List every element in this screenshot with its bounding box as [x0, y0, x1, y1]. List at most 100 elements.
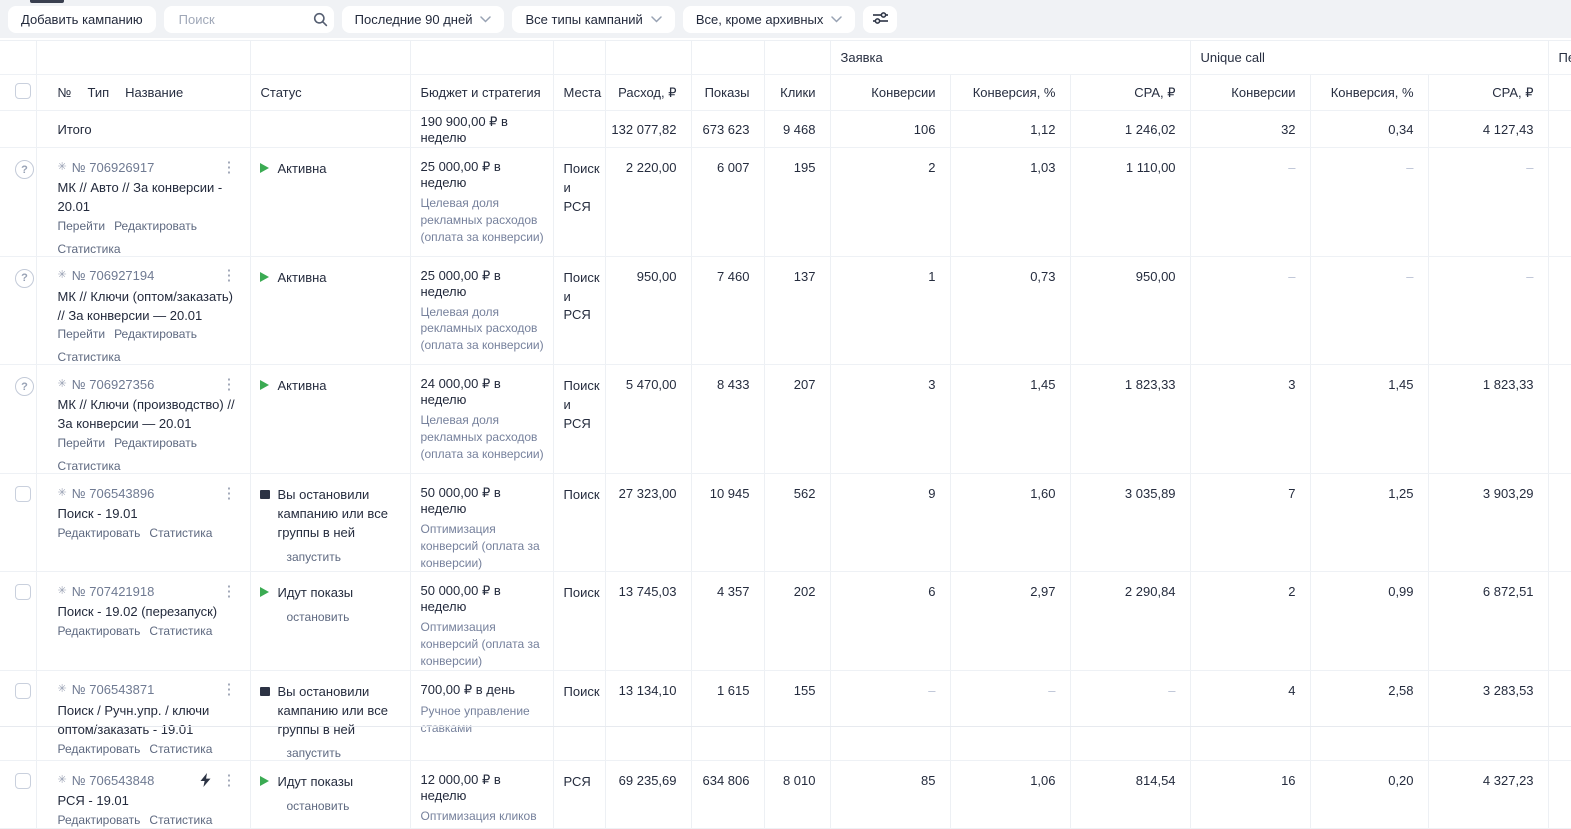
search-box[interactable]: [163, 5, 334, 33]
campaign-name[interactable]: МК // Авто // За конверсии - 20.01: [57, 180, 223, 214]
campaign-link[interactable]: Статистика: [57, 241, 121, 256]
header-z-cpa[interactable]: CPA, ₽: [1070, 74, 1191, 111]
totals-budget: 190 900,00 ₽ в неделю: [410, 110, 554, 148]
campaign-link[interactable]: Статистика: [149, 813, 213, 828]
header-num: №: [57, 85, 72, 100]
campaign-link[interactable]: Перейти: [57, 218, 106, 233]
z-cpa-value: –: [1070, 670, 1191, 762]
date-range-label: Последние 90 дней: [354, 11, 473, 27]
campaign-links: Редактировать Статистика: [58, 624, 240, 638]
cost-value: 2 220,00: [605, 147, 692, 257]
z-conversion-pct-value: 1,45: [950, 364, 1071, 475]
budget-value: 50 000,00 ₽ в неделю: [420, 485, 501, 517]
z-cpa-value: 1 110,00: [1070, 147, 1191, 257]
totals-z-conv: 106: [830, 110, 951, 148]
campaign-link[interactable]: Статистика: [149, 525, 213, 540]
archive-filter-dropdown[interactable]: Все, кроме архивных: [682, 5, 856, 33]
search-input[interactable]: [176, 10, 305, 28]
header-u-conversion-pct[interactable]: Конверсия, %: [1310, 74, 1429, 111]
campaign-type-dropdown[interactable]: Все типы кампаний: [512, 5, 675, 33]
row-checkbox[interactable]: [15, 682, 31, 699]
table-bottom-border: [0, 726, 1571, 727]
header-u-conversions[interactable]: Конверсии: [1190, 74, 1311, 111]
header-cost[interactable]: Расход, ₽: [605, 74, 692, 111]
row-checkbox[interactable]: [15, 584, 31, 601]
campaign-link[interactable]: Редактировать: [114, 327, 197, 342]
row-menu-icon[interactable]: ⋮: [221, 158, 237, 176]
campaign-type-icon: ✳: [57, 683, 67, 696]
row-checkbox[interactable]: [15, 486, 31, 503]
places-value: Поиск: [553, 473, 606, 573]
status-action-link[interactable]: запустить: [286, 746, 342, 761]
z-conversion-pct-value: 2,97: [950, 571, 1071, 671]
places-value: Поиск и РСЯ: [553, 256, 606, 366]
campaign-name[interactable]: Поиск - 19.01: [57, 506, 138, 522]
status-action-link[interactable]: остановить: [286, 610, 350, 625]
status-action-link[interactable]: остановить: [286, 799, 350, 814]
status-icon: [259, 163, 270, 173]
campaign-link[interactable]: Перейти: [57, 436, 106, 451]
status-icon: [259, 587, 270, 598]
budget-value: 25 000,00 ₽ в неделю: [420, 267, 501, 299]
campaign-link[interactable]: Редактировать: [57, 624, 141, 639]
u-conversion-pct-value: 2,58: [1310, 670, 1429, 762]
row-menu-icon[interactable]: ⋮: [221, 484, 237, 502]
totals-clicks: 9 468: [764, 110, 831, 148]
help-icon[interactable]: ?: [15, 377, 34, 397]
row-menu-icon[interactable]: ⋮: [221, 375, 237, 393]
status-text: Идут показы: [277, 585, 354, 601]
row-menu-icon[interactable]: ⋮: [221, 582, 237, 600]
status-action-link[interactable]: запустить: [286, 549, 342, 564]
campaign-row: ? ✳ № 706927194 ⋮ МК // Ключи (оптом/зак…: [0, 256, 1571, 366]
campaign-link[interactable]: Редактировать: [57, 525, 141, 540]
select-all-checkbox[interactable]: [15, 83, 31, 99]
add-campaign-button[interactable]: Добавить кампанию: [8, 5, 156, 33]
column-settings-button[interactable]: [863, 5, 898, 33]
strategy-text: Целевая доля рекламных расходов (оплата …: [420, 304, 544, 353]
campaign-name[interactable]: РСЯ - 19.01: [57, 793, 129, 809]
header-z-conversions[interactable]: Конверсии: [830, 74, 951, 111]
row-menu-icon[interactable]: ⋮: [221, 267, 237, 285]
campaign-name[interactable]: МК // Ключи (оптом/заказать) // За конве…: [57, 288, 234, 323]
clicks-value: 562: [764, 473, 831, 573]
campaign-name[interactable]: МК // Ключи (производство) // За конверс…: [57, 397, 235, 432]
u-conversions-value: –: [1190, 147, 1311, 257]
campaign-link[interactable]: Статистика: [149, 741, 213, 756]
campaign-name[interactable]: Поиск / Ручн.упр. / ключи оптом/заказать…: [57, 702, 210, 737]
campaign-link[interactable]: Перейти: [57, 327, 106, 342]
campaign-links: Редактировать Статистика: [58, 526, 240, 540]
u-cpa-value: –: [1428, 256, 1549, 366]
row-checkbox[interactable]: [15, 773, 31, 790]
help-icon[interactable]: ?: [15, 160, 34, 179]
campaign-links: Перейти Редактировать Статистика: [58, 219, 240, 256]
campaign-link[interactable]: Статистика: [57, 459, 121, 474]
campaign-links: Перейти Редактировать Статистика: [58, 436, 240, 473]
campaign-link[interactable]: Редактировать: [114, 218, 197, 233]
campaign-link[interactable]: Редактировать: [57, 813, 141, 828]
u-cpa-value: –: [1428, 147, 1549, 257]
help-icon[interactable]: ?: [15, 268, 34, 288]
campaign-link[interactable]: Статистика: [149, 624, 213, 639]
campaign-link[interactable]: Редактировать: [57, 741, 141, 756]
row-menu-icon[interactable]: ⋮: [221, 771, 237, 789]
header-shows[interactable]: Показы: [691, 74, 765, 111]
header-u-cpa[interactable]: CPA, ₽: [1428, 74, 1549, 111]
status-icon: [259, 271, 270, 282]
shows-value: 8 433: [691, 364, 765, 475]
campaign-type-icon: ✳: [57, 160, 67, 173]
z-conversions-value: 3: [830, 364, 951, 475]
campaign-number: № 707421918: [71, 583, 155, 599]
header-clicks[interactable]: Клики: [764, 74, 831, 111]
header-status: Статус: [250, 74, 411, 111]
campaign-name[interactable]: Поиск - 19.02 (перезапуск): [57, 604, 218, 620]
status-text: Активна: [277, 161, 327, 176]
z-conversions-value: 85: [830, 760, 951, 829]
campaign-link[interactable]: Редактировать: [114, 436, 197, 451]
date-range-dropdown[interactable]: Последние 90 дней: [341, 5, 505, 33]
z-cpa-value: 3 035,89: [1070, 473, 1191, 573]
campaign-link[interactable]: Статистика: [57, 350, 121, 365]
row-menu-icon[interactable]: ⋮: [221, 681, 237, 699]
bolt-icon[interactable]: [200, 773, 211, 788]
header-z-conversion-pct[interactable]: Конверсия, %: [950, 74, 1071, 111]
chevron-down-icon: [651, 15, 662, 23]
